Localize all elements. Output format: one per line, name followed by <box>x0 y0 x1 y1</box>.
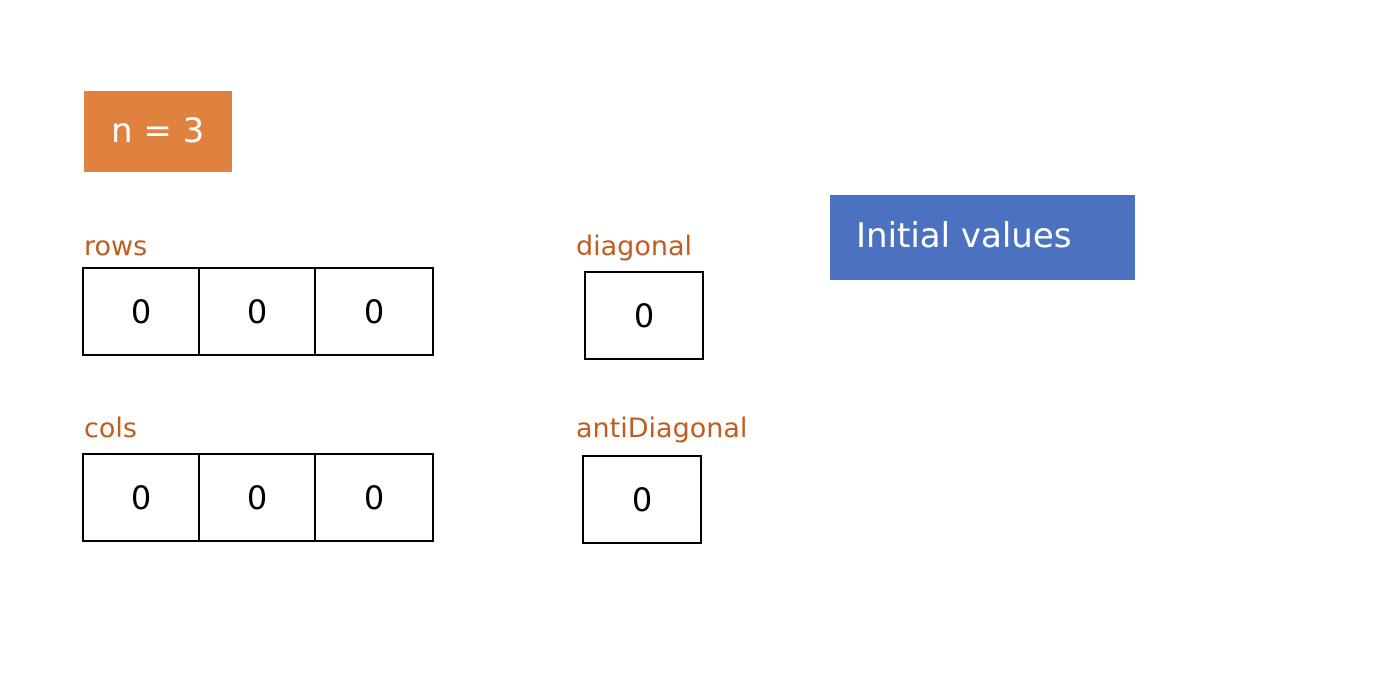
rows-cell-1: 0 <box>200 269 316 354</box>
diagonal-cell: 0 <box>584 271 704 360</box>
cols-cell-1: 0 <box>200 455 316 540</box>
cols-label: cols <box>84 413 137 444</box>
n-value-badge: n = 3 <box>84 91 232 172</box>
cols-array: 0 0 0 <box>82 453 434 542</box>
rows-label: rows <box>84 231 148 262</box>
rows-cell-0: 0 <box>84 269 200 354</box>
antidiagonal-cell: 0 <box>582 455 702 544</box>
rows-array: 0 0 0 <box>82 267 434 356</box>
diagonal-label: diagonal <box>576 231 693 262</box>
initial-values-title: Initial values <box>830 195 1135 280</box>
antidiagonal-label: antiDiagonal <box>576 413 748 444</box>
cols-cell-0: 0 <box>84 455 200 540</box>
cols-cell-2: 0 <box>363 478 385 517</box>
rows-cell-2: 0 <box>363 292 385 331</box>
